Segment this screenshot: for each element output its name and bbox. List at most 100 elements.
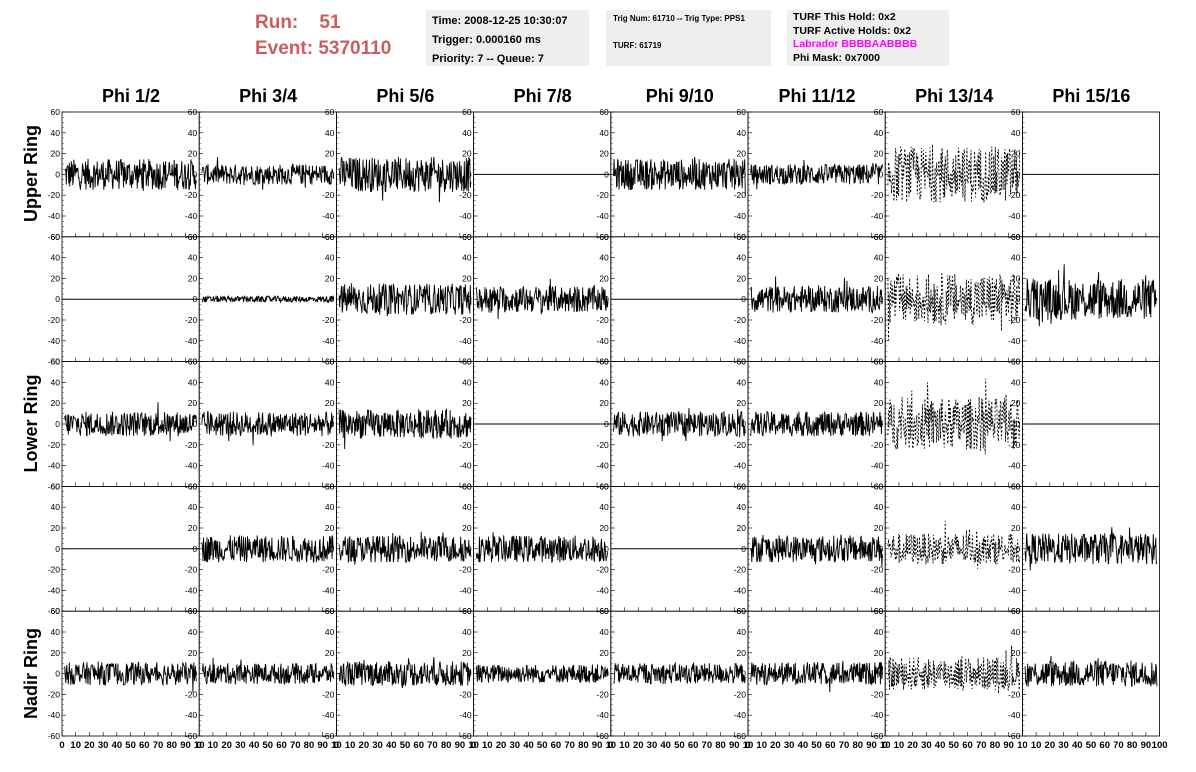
y-tick-label: 40 xyxy=(462,128,472,138)
waveform-line xyxy=(475,664,609,684)
y-tick-label: -40 xyxy=(734,211,747,221)
y-tick-label: 0 xyxy=(604,169,609,179)
x-tick-label: 60 xyxy=(825,740,836,751)
y-tick-label: -20 xyxy=(459,190,472,200)
y-tick-label: 20 xyxy=(325,523,335,533)
run-value: 51 xyxy=(319,12,341,33)
y-tick-label: -60 xyxy=(1008,731,1021,741)
y-tick-label: -40 xyxy=(1008,710,1021,720)
y-tick-label: 60 xyxy=(462,107,472,117)
y-tick-label: 40 xyxy=(51,253,61,263)
y-tick-label: -40 xyxy=(48,710,61,720)
y-tick-label: 20 xyxy=(188,523,198,533)
y-tick-label: 20 xyxy=(325,149,335,159)
y-tick-label: -20 xyxy=(459,565,472,575)
y-tick-label: -20 xyxy=(185,689,198,699)
y-tick-label: -40 xyxy=(48,211,61,221)
x-tick-label: 50 xyxy=(537,740,548,751)
x-tick-label: 10 xyxy=(1017,740,1028,751)
y-tick-label: 60 xyxy=(51,481,61,491)
y-tick-label: 20 xyxy=(51,523,61,533)
y-tick-label: 40 xyxy=(599,502,609,512)
x-tick-label: 0 xyxy=(471,740,476,751)
waveform-line xyxy=(750,534,883,567)
y-tick-label: -40 xyxy=(459,211,472,221)
waveform-line xyxy=(201,294,335,304)
y-tick-label: 0 xyxy=(1016,294,1021,304)
y-tick-label: 60 xyxy=(325,357,335,367)
y-tick-label: 20 xyxy=(737,398,747,408)
x-tick-label: 40 xyxy=(798,740,809,751)
x-tick-label: 0 xyxy=(197,740,202,751)
y-tick-label: 20 xyxy=(188,398,198,408)
y-tick-label: 40 xyxy=(325,627,335,637)
x-tick-label: 50 xyxy=(811,740,822,751)
y-tick-label: 60 xyxy=(51,232,61,242)
y-tick-label: 20 xyxy=(51,648,61,658)
waveform-panel-r4-c0: -60 -40 -20 0 20 40 60 xyxy=(48,606,200,741)
x-tick-label: 0 xyxy=(745,740,750,751)
x-tick-label: 80 xyxy=(304,740,315,751)
phi-header-2: Phi 3/4 xyxy=(239,86,298,106)
y-tick-label: 0 xyxy=(330,294,335,304)
x-tick-label: 10 xyxy=(880,740,891,751)
x-tick-label: 30 xyxy=(647,740,658,751)
y-tick-label: 0 xyxy=(55,669,60,679)
x-tick-label: 70 xyxy=(839,740,850,751)
y-tick-label: 0 xyxy=(192,294,197,304)
x-tick-label: 30 xyxy=(372,740,383,751)
y-tick-label: -20 xyxy=(597,565,610,575)
y-tick-label: 40 xyxy=(599,128,609,138)
y-tick-label: 40 xyxy=(188,253,198,263)
y-tick-label: -20 xyxy=(48,315,61,325)
y-tick-label: -40 xyxy=(1008,211,1021,221)
y-tick-label: 40 xyxy=(874,128,884,138)
waveform-line xyxy=(750,159,883,190)
y-tick-label: -40 xyxy=(597,461,610,471)
x-tick-label: 0 xyxy=(59,740,64,751)
y-tick-label: 20 xyxy=(1011,398,1021,408)
x-tick-label: 90 xyxy=(592,740,603,751)
waveform-line xyxy=(201,410,335,446)
y-tick-label: 40 xyxy=(1011,377,1021,387)
y-tick-label: 0 xyxy=(878,419,883,429)
time-text: Time: 2008-12-25 10:30:07 xyxy=(432,15,568,27)
y-tick-label: 40 xyxy=(188,377,198,387)
y-tick-label: 0 xyxy=(1016,669,1021,679)
y-tick-label: 20 xyxy=(462,523,472,533)
y-tick-label: 60 xyxy=(874,232,884,242)
x-tick-label: 40 xyxy=(660,740,671,751)
y-tick-label: 40 xyxy=(1011,502,1021,512)
y-tick-label: 60 xyxy=(1011,357,1021,367)
x-tick-label: 70 xyxy=(976,740,987,751)
x-tick-label: 0 xyxy=(883,740,888,751)
y-tick-label: 0 xyxy=(741,294,746,304)
x-tick-label: 50 xyxy=(949,740,960,751)
y-tick-label: 0 xyxy=(604,294,609,304)
x-tick-label: 80 xyxy=(441,740,452,751)
y-tick-label: 20 xyxy=(737,523,747,533)
y-tick-label: 0 xyxy=(467,294,472,304)
y-tick-label: -60 xyxy=(871,731,884,741)
y-tick-label: 20 xyxy=(874,273,884,283)
waveform-panel-r2-c0: -60 -40 -20 0 20 40 60 xyxy=(48,357,200,491)
y-tick-label: -40 xyxy=(871,710,884,720)
y-tick-label: 60 xyxy=(874,107,884,117)
y-tick-label: -20 xyxy=(734,440,747,450)
waveform-line xyxy=(64,158,197,192)
trig-num-text: Trig Num: 61710 -- Trig Type: PPS1 xyxy=(613,14,745,23)
y-tick-label: -20 xyxy=(48,190,61,200)
x-tick-label: 80 xyxy=(852,740,863,751)
y-tick-label: 0 xyxy=(55,169,60,179)
x-tick-label: 20 xyxy=(1045,740,1056,751)
y-tick-label: 0 xyxy=(878,169,883,179)
y-tick-label: -40 xyxy=(734,461,747,471)
